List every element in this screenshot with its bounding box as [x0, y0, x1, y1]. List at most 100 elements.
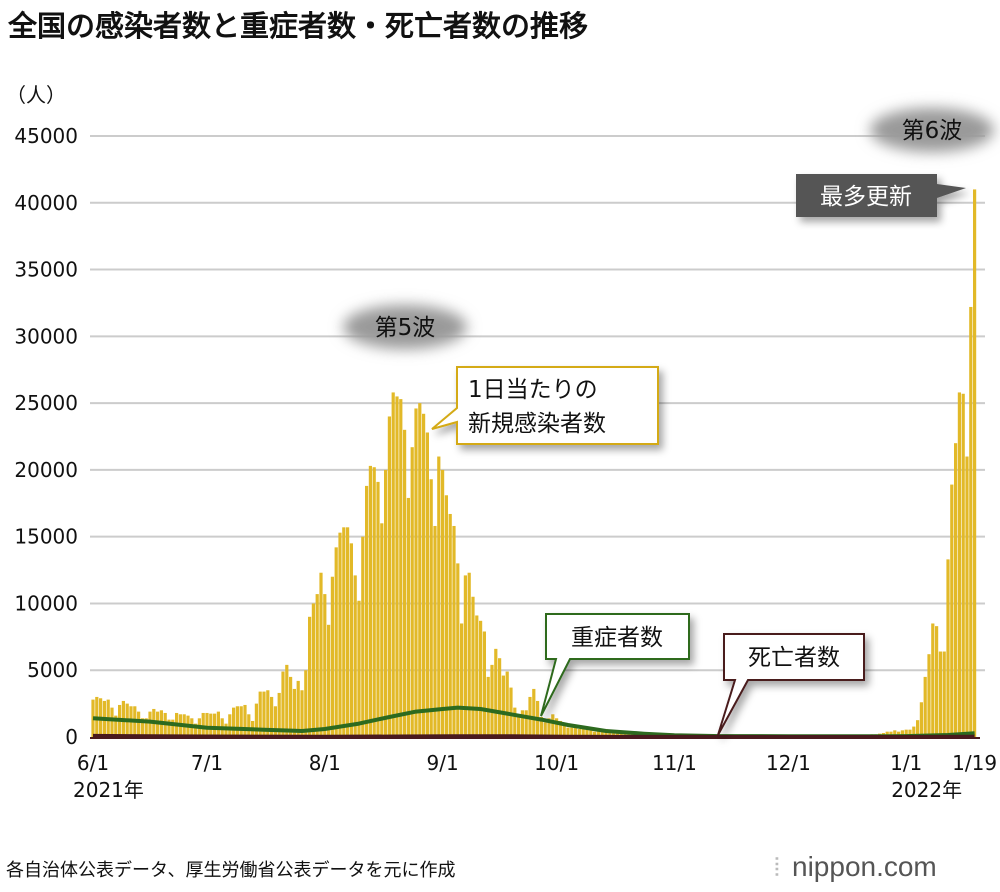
case-bar [323, 594, 327, 737]
case-bar [555, 718, 559, 737]
case-bar [612, 731, 616, 737]
x-tick-label: 9/1 [427, 751, 459, 775]
case-bar [414, 408, 418, 737]
case-bar [327, 624, 331, 737]
case-bar [498, 658, 502, 737]
case-bar [137, 711, 141, 737]
case-bar [935, 626, 939, 737]
case-bar [144, 718, 148, 737]
case-bar [380, 523, 384, 737]
case-bar [551, 714, 555, 737]
case-bar [608, 730, 612, 737]
case-bar [908, 729, 912, 737]
case-bar [254, 703, 258, 737]
case-bar [596, 730, 600, 737]
year-label: 2021年 [73, 778, 144, 802]
case-bar [296, 680, 300, 737]
case-bar [577, 728, 581, 737]
case-bar [368, 465, 372, 737]
cases-callout [431, 366, 659, 445]
case-bar [289, 676, 293, 737]
case-bar [403, 429, 407, 737]
x-tick-label: 1/1 [890, 751, 922, 775]
case-bar [938, 651, 942, 737]
case-bar [391, 392, 395, 737]
x-tick-label: 6/1 [77, 751, 109, 775]
case-bar [395, 396, 399, 737]
case-bar [479, 620, 483, 737]
case-bar [505, 671, 509, 737]
x-tick-label: 12/1 [766, 751, 811, 775]
case-bar [372, 467, 376, 737]
case-bar [334, 547, 338, 737]
wave5-label: 第5波 [375, 315, 436, 341]
case-bar [399, 399, 403, 737]
case-bar [194, 723, 198, 737]
case-bar [213, 713, 217, 737]
case-bar [954, 443, 958, 737]
x-tick-label: 7/1 [191, 751, 223, 775]
record-callout [796, 174, 966, 217]
case-bar [615, 731, 619, 737]
wave6-label: 第6波 [902, 118, 963, 144]
logo-text: nippon.com [792, 851, 937, 882]
case-bar [574, 726, 578, 737]
case-bar [357, 600, 361, 737]
case-bar [494, 648, 498, 737]
case-bar [452, 525, 456, 737]
x-tick-label: 11/1 [652, 751, 697, 775]
y-tick-label: 25000 [14, 391, 78, 415]
case-bar [201, 712, 205, 737]
y-tick-labels: 0 5000 10000 15000 20000 25000 30000 35000 40000… [14, 124, 78, 749]
case-bar [517, 715, 521, 737]
x-tick-label: 10/1 [534, 751, 579, 775]
case-bar [558, 720, 562, 737]
case-bar [228, 714, 232, 737]
case-bar [437, 456, 441, 737]
case-bar [304, 670, 308, 737]
case-bar [110, 707, 114, 737]
case-bar [205, 712, 209, 737]
case-bar [216, 711, 220, 737]
year-label: 2022年 [891, 778, 962, 802]
case-bar [973, 189, 977, 737]
case-bar [387, 416, 391, 737]
case-bar [384, 469, 388, 737]
y-tick-label: 35000 [14, 258, 78, 282]
case-bar [376, 481, 380, 737]
severe-callout [540, 613, 690, 717]
case-bar [148, 711, 152, 737]
case-bar [311, 603, 315, 737]
case-bar [433, 525, 437, 737]
case-bar [931, 623, 935, 737]
case-bar [258, 691, 262, 737]
case-bar [422, 413, 426, 737]
case-bar [957, 392, 961, 737]
case-bar [349, 543, 353, 737]
deaths-label: 死亡者数 [748, 645, 840, 671]
case-bar [965, 456, 969, 737]
case-bar [239, 706, 243, 737]
deaths-line [92, 733, 975, 739]
case-bar [448, 513, 452, 737]
case-bar [456, 563, 460, 737]
case-bar [969, 306, 973, 737]
case-bar [418, 403, 422, 737]
case-bar [942, 651, 946, 737]
case-bar [406, 497, 410, 737]
case-bar [463, 575, 467, 737]
case-bar [140, 718, 144, 737]
y-tick-label: 5000 [27, 658, 78, 682]
case-bar [486, 676, 490, 737]
case-bar [900, 730, 904, 737]
case-bar [916, 720, 920, 737]
case-bar [904, 729, 908, 737]
case-bar [589, 730, 593, 737]
case-bar [547, 718, 551, 737]
case-bar [441, 469, 445, 737]
case-bar [235, 706, 239, 737]
case-bar [353, 575, 357, 737]
case-bar [361, 536, 365, 737]
y-tick-label: 15000 [14, 525, 78, 549]
